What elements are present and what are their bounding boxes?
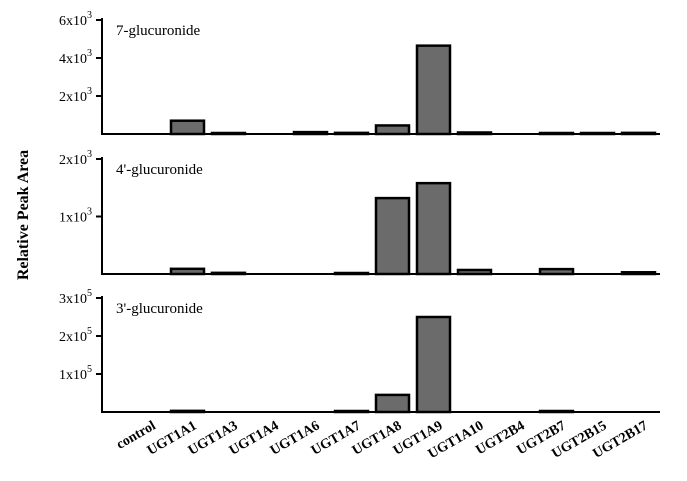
bar-ugt2b7 [538,267,575,276]
panel-title: 3'-glucuronide [116,301,203,317]
bar-ugt2b17 [620,131,657,136]
y-tick-label: 4x103 [59,48,92,67]
bar-ugt2b15 [579,131,616,136]
panel-2: 1x103 2x103 4'-glucuronide [59,149,660,276]
bar-ugt1a1 [169,119,206,136]
y-tick-label: 2x103 [59,149,92,168]
bar-ugt1a7 [333,271,370,276]
panel-3: 1x105 2x105 3x105 3'-glucuronide [59,288,660,414]
bar-ugt1a8 [374,196,411,276]
bar-ugt1a10 [456,268,493,276]
bar-ugt1a8 [374,393,411,414]
bar-ugt1a7 [333,131,370,136]
y-tick-label: 2x105 [59,326,92,345]
y-tick-label: 2x103 [59,86,92,105]
bar-ugt1a9 [415,44,452,136]
bar-ugt1a3 [210,131,247,136]
panel-1: 2x103 4x103 6x103 7-glucuronide [59,10,660,136]
bar-ugt1a3 [210,271,247,276]
y-tick-label: 1x103 [59,207,92,226]
bar-ugt1a8 [374,124,411,136]
y-tick-label: 1x105 [59,364,92,383]
bar-ugt1a10 [456,131,493,136]
y-tick-label: 3x105 [59,288,92,307]
bar-ugt2b17 [620,271,657,276]
panel-title: 4'-glucuronide [116,162,203,178]
bar-ugt2b7 [538,409,575,414]
bar-ugt1a1 [169,267,206,276]
panel-title: 7-glucuronide [116,23,200,39]
bar-ugt1a1 [169,409,206,414]
y-tick-label: 6x103 [59,10,92,29]
bar-ugt1a7 [333,409,370,414]
bar-ugt1a9 [415,315,452,414]
bar-ugt1a9 [415,181,452,276]
bar-ugt1a6 [292,130,329,136]
bar-ugt2b7 [538,131,575,136]
y-axis-label: Relative Peak Area [15,150,32,280]
